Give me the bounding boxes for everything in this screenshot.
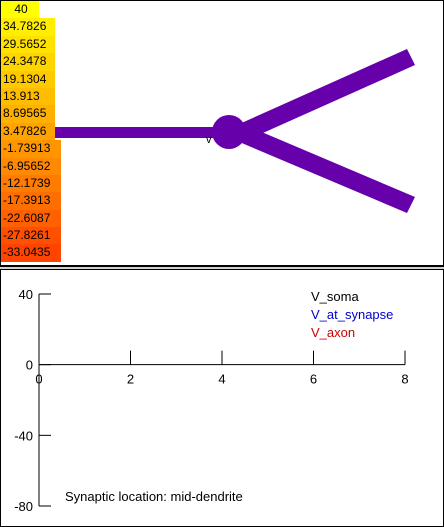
- colorbar-label: 24.3478: [1, 53, 55, 71]
- legend-entry: V_at_synapse: [311, 307, 393, 322]
- colorbar-label: -27.8261: [1, 227, 61, 245]
- synapse-marker: v: [206, 134, 212, 146]
- voltage-plot: 0 2 4 6 8 40 0 -40 -80 V_soma V_at_synapse V_axon Sy…: [14, 287, 408, 514]
- y-tick-label: -40: [14, 428, 33, 443]
- colorbar-label: 40: [1, 1, 39, 19]
- colorbar-label: 13.913: [1, 87, 55, 106]
- x-tick-label: 0: [35, 372, 42, 387]
- synaptic-location-annotation: Synaptic location: mid-dendrite: [65, 489, 243, 504]
- dendrite-left: [55, 127, 227, 138]
- colorbar-label: -12.1739: [1, 174, 61, 193]
- legend-entry: V_soma: [311, 289, 359, 304]
- x-tick-label: 6: [310, 372, 317, 387]
- dendrite-branch-upper: [237, 49, 415, 141]
- y-tick-label: 0: [26, 358, 33, 373]
- y-tick-label: 40: [19, 287, 33, 302]
- colorbar-label: -33.0435: [1, 244, 61, 262]
- colorbar-label: 29.5652: [1, 35, 55, 54]
- x-tick-label: 2: [127, 372, 134, 387]
- colorbar-label: -22.6087: [1, 209, 61, 228]
- colorbar-label: -17.3913: [1, 192, 61, 210]
- dendrite-branch-lower: [237, 125, 415, 213]
- colorbar-label: -1.73913: [1, 140, 61, 158]
- neuron-morphology[interactable]: v: [1, 1, 443, 265]
- colorbar-label: 34.7826: [1, 18, 55, 36]
- colorbar-label: 19.1304: [1, 70, 55, 88]
- voltage-plot-panel: 0 2 4 6 8 40 0 -40 -80 V_soma V_at_synapse V_axon Sy…: [0, 269, 444, 527]
- neuron-view-panel[interactable]: 40 34.7826 29.5652 24.3478 19.1304 13.913 8.69…: [0, 0, 444, 266]
- colorbar-label: 3.47826: [1, 122, 55, 141]
- legend-entry: V_axon: [311, 325, 355, 340]
- x-tick-label: 4: [218, 372, 225, 387]
- colorbar-label: 8.69565: [1, 105, 55, 123]
- panel-divider[interactable]: [0, 266, 444, 269]
- y-tick-label: -80: [14, 499, 33, 514]
- voltage-colorbar: 40 34.7826 29.5652 24.3478 19.1304 13.913 8.69…: [1, 1, 61, 262]
- colorbar-label: -6.95652: [1, 157, 61, 175]
- x-tick-label: 8: [401, 372, 408, 387]
